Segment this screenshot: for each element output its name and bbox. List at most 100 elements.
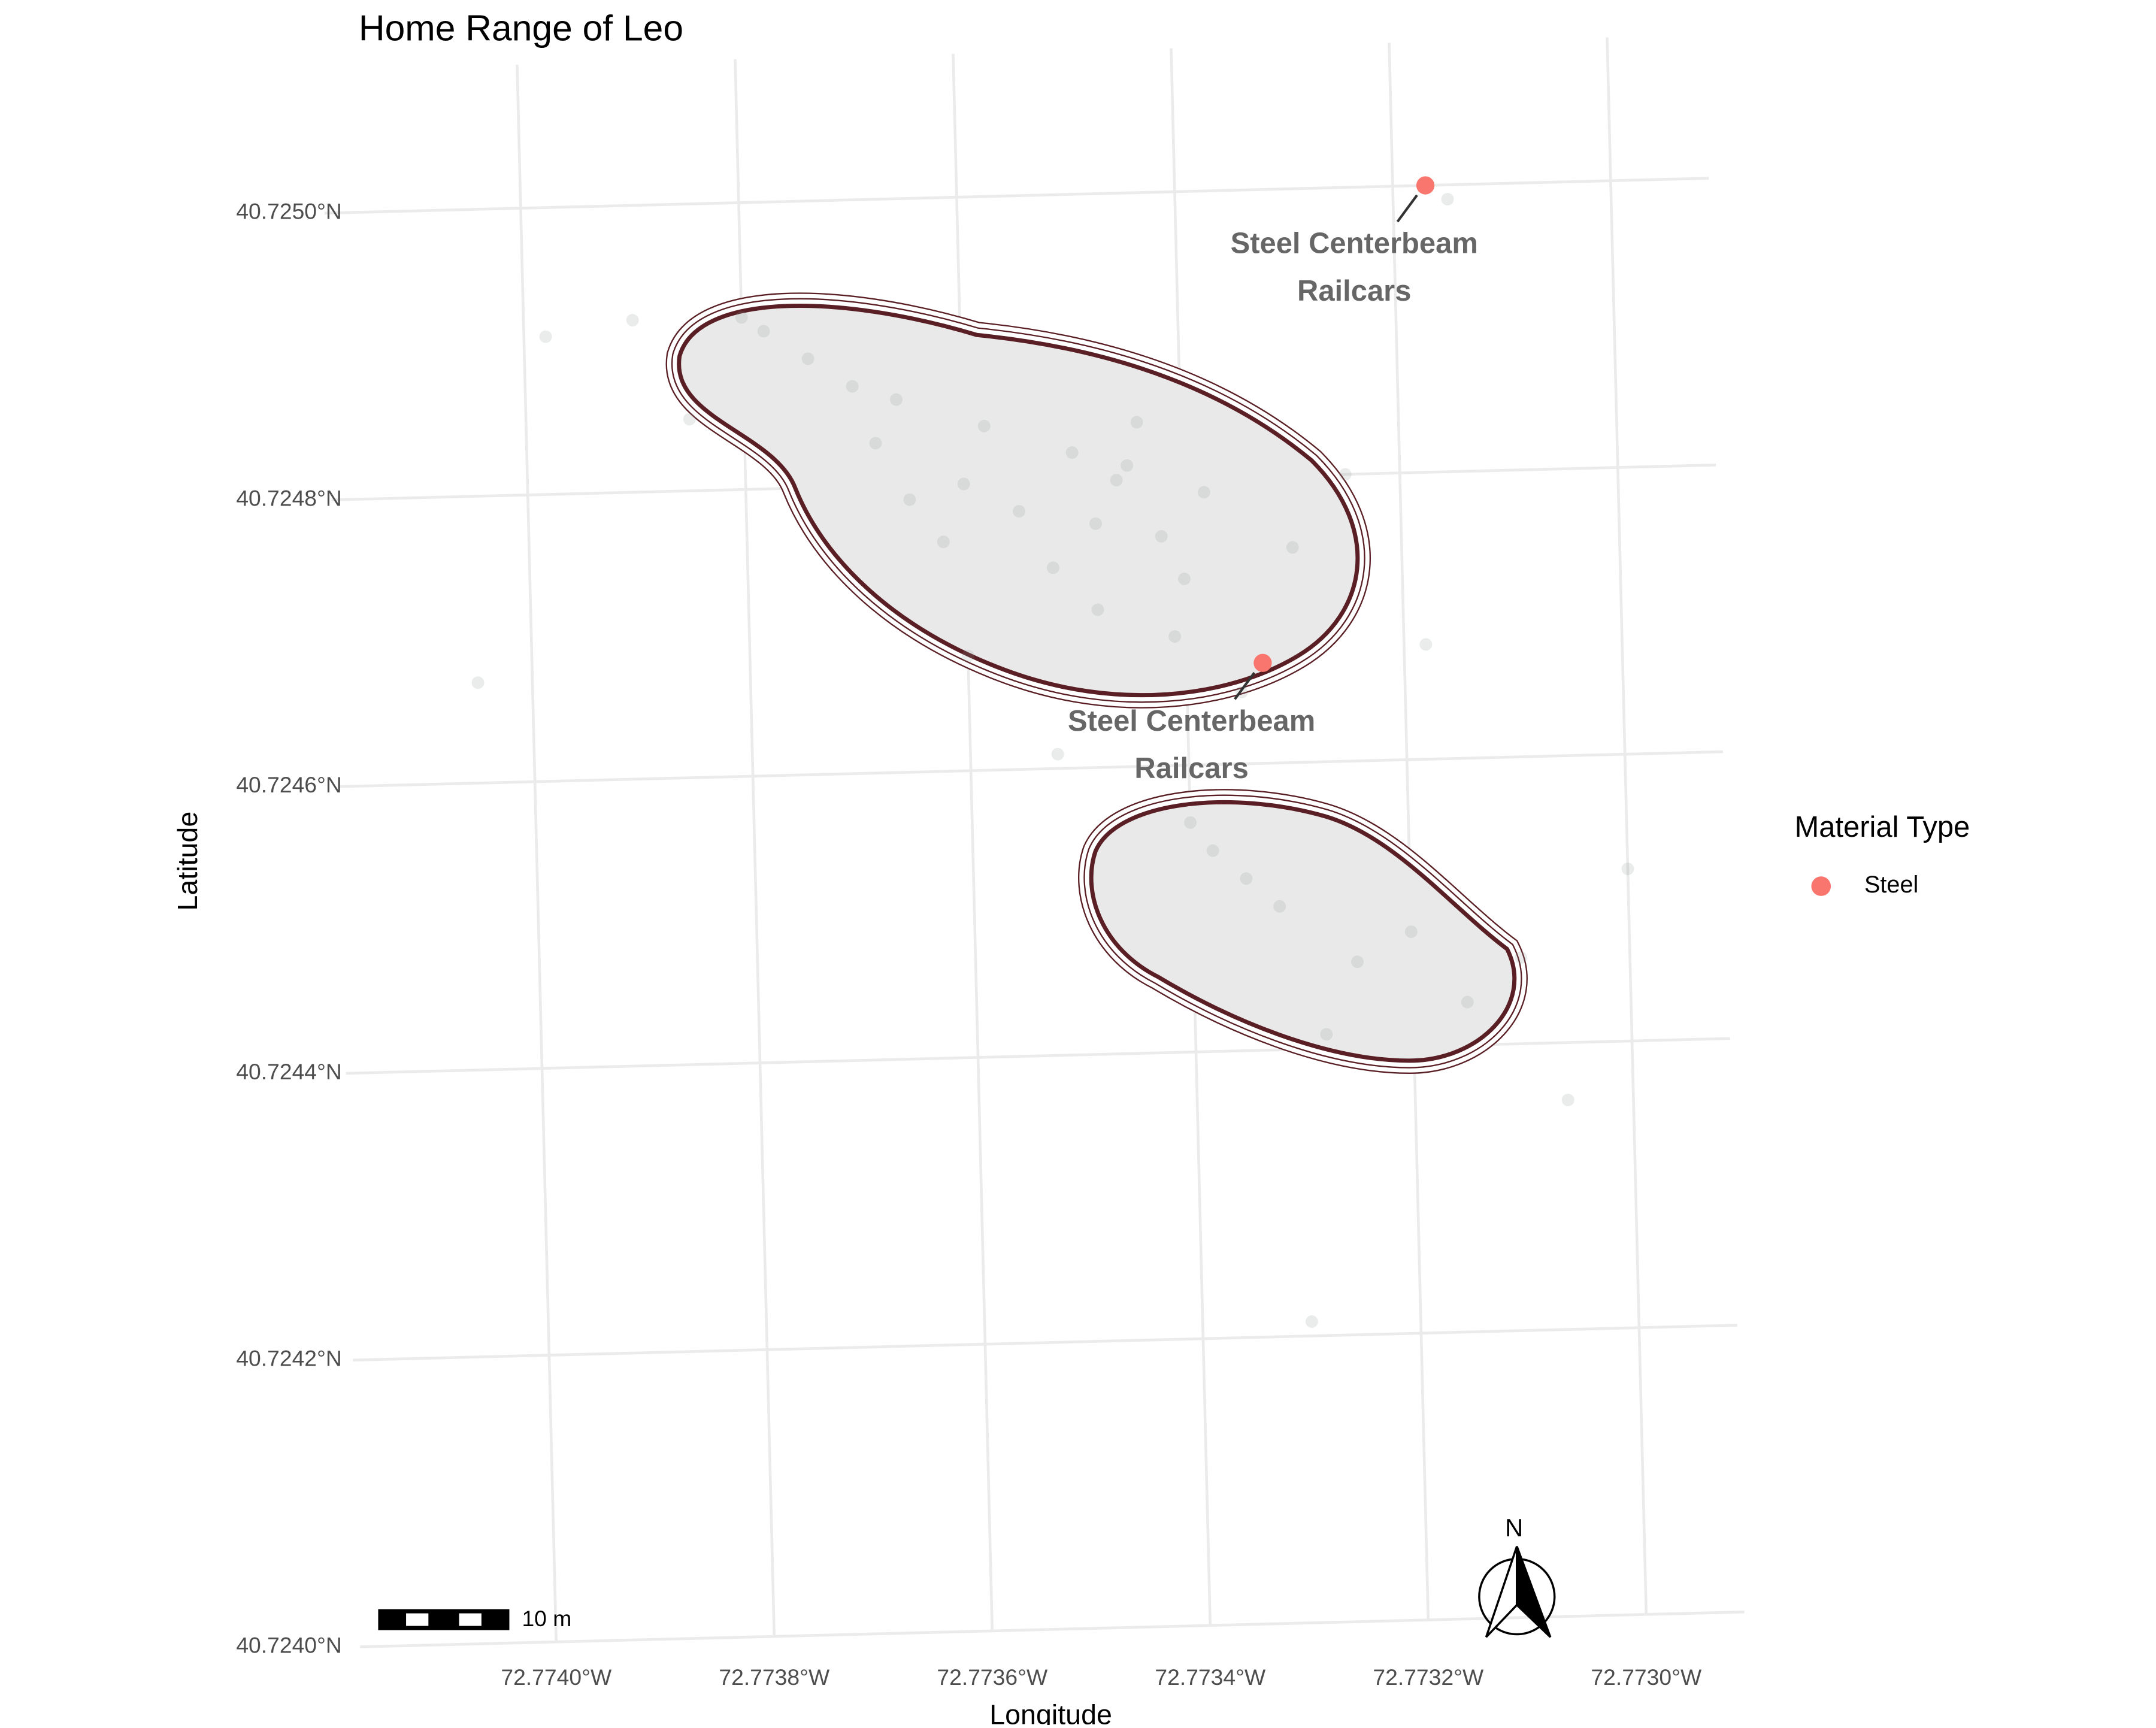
gps-point: [1206, 844, 1219, 857]
gps-point: [1351, 955, 1364, 969]
north-label: N: [1505, 1514, 1523, 1542]
contour: [1089, 800, 1517, 1063]
gps-point: [1184, 816, 1197, 829]
gps-point: [937, 535, 950, 549]
scale-bar-label: 10 m: [522, 1606, 571, 1631]
gps-point: [1515, 951, 1527, 964]
y-axis-title: Latitude: [172, 812, 203, 911]
grid-line: [353, 1324, 1737, 1362]
grid-line: [516, 65, 558, 1642]
legend: Material Type Steel: [1795, 811, 1970, 898]
legend-items: Steel: [1811, 871, 1918, 898]
legend-label: Steel: [1864, 871, 1918, 898]
gps-point: [1177, 572, 1191, 585]
material-point: [1253, 653, 1272, 672]
point-label: Railcars: [1297, 275, 1411, 307]
gps-point: [1091, 603, 1104, 616]
x-tick-label: 72.7740°W: [501, 1665, 612, 1690]
gps-point: [1197, 486, 1210, 499]
grid-line: [360, 1610, 1745, 1648]
grid-line: [1606, 37, 1648, 1615]
material-point: [1416, 176, 1435, 195]
gps-point: [1013, 505, 1025, 518]
gps-point: [1240, 872, 1253, 885]
gps-point: [1121, 459, 1134, 472]
home-ranges: [665, 292, 1528, 1075]
gps-point: [1561, 1093, 1574, 1106]
grid-layer: [324, 37, 1745, 1648]
x-axis-title: Longitude: [989, 1699, 1112, 1725]
y-tick-label: 40.7248°N: [236, 485, 342, 510]
gps-point: [1046, 561, 1059, 574]
gps-point: [626, 314, 639, 327]
gps-point: [1419, 638, 1433, 651]
y-tick-label: 40.7246°N: [236, 772, 342, 797]
gps-point: [1110, 474, 1123, 487]
point-label: Steel Centerbeam: [1068, 705, 1315, 737]
north-arrow-left: [1485, 1546, 1518, 1638]
grid-line: [338, 750, 1724, 788]
legend-title: Material Type: [1795, 811, 1970, 843]
gps-point: [471, 676, 485, 689]
gps-point: [957, 477, 970, 491]
north-arrow: N: [1478, 1514, 1556, 1638]
gps-point: [961, 649, 974, 662]
scale-bar: 10 m: [378, 1606, 571, 1631]
grid-line: [1388, 43, 1430, 1620]
gps-point: [757, 325, 770, 338]
gps-point: [1130, 416, 1143, 429]
grid-line: [952, 53, 994, 1631]
leader-line: [1234, 671, 1256, 700]
gps-point: [1089, 517, 1102, 530]
home-range-south: [1078, 789, 1528, 1075]
gps-point: [869, 437, 882, 450]
gps-points: [471, 193, 1634, 1328]
material-points: Steel Centerbeam Railcars Steel Centerbeam…: [1068, 176, 1478, 785]
gps-point: [801, 352, 814, 365]
grid-line: [346, 1037, 1730, 1075]
scale-bar-segment: [459, 1613, 482, 1626]
gps-point: [1441, 193, 1454, 206]
y-tick-label: 40.7242°N: [236, 1346, 342, 1371]
gps-point: [1305, 1315, 1318, 1328]
gps-point: [1404, 925, 1418, 939]
gps-point: [1051, 748, 1064, 761]
gps-point: [1155, 530, 1168, 543]
north-arrow-right: [1516, 1546, 1552, 1638]
gps-point: [1286, 541, 1299, 554]
legend-key: [1811, 876, 1831, 896]
x-tick-label: 72.7738°W: [719, 1665, 830, 1690]
x-tick-label: 72.7736°W: [937, 1665, 1048, 1690]
gps-point: [903, 493, 916, 506]
x-tick-label: 72.7732°W: [1373, 1665, 1484, 1690]
gps-point: [1461, 995, 1474, 1009]
leader-line: [1396, 194, 1418, 223]
gps-point: [1621, 863, 1634, 876]
scale-bar-segment: [406, 1613, 429, 1626]
y-tick-label: 40.7240°N: [236, 1632, 342, 1657]
y-tick-label: 40.7244°N: [236, 1059, 342, 1084]
gps-point: [735, 311, 748, 324]
point-label: Steel Centerbeam: [1231, 228, 1478, 260]
home-range-north: [665, 292, 1371, 709]
chart-title: Home Range of Leo: [359, 7, 683, 48]
gps-point: [846, 380, 859, 393]
gps-point: [1320, 1028, 1333, 1041]
y-tick-label: 40.7250°N: [236, 199, 342, 224]
gps-point: [890, 393, 903, 406]
point-label: Railcars: [1134, 752, 1248, 785]
gps-point: [1273, 900, 1286, 913]
gps-point: [539, 330, 552, 343]
gps-point: [683, 413, 696, 426]
gps-point: [977, 419, 991, 432]
grid-line: [324, 177, 1709, 215]
gps-point: [1168, 630, 1182, 643]
scale-bar-frame: [378, 1609, 510, 1630]
gps-point: [1065, 446, 1079, 459]
gps-point: [1339, 468, 1352, 481]
x-tick-label: 72.7734°W: [1155, 1665, 1266, 1690]
contour: [677, 304, 1360, 698]
x-tick-label: 72.7730°W: [1591, 1665, 1702, 1690]
